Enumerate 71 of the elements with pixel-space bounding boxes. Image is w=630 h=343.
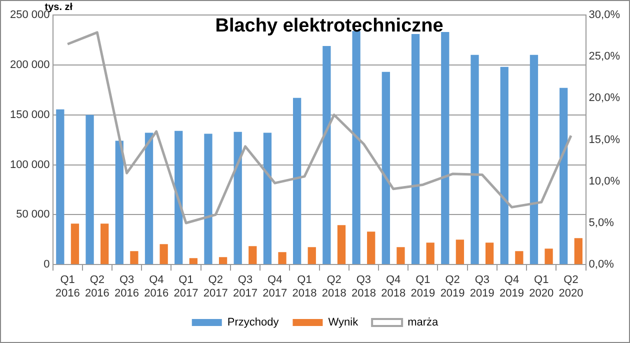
bar: [160, 244, 168, 264]
y-tick-label: 200 000: [10, 58, 50, 71]
chart-title: Blachy elektrotechniczne: [215, 16, 444, 37]
bar: [189, 258, 198, 264]
x-tick-label: Q4 2016: [144, 274, 169, 300]
bar: [515, 251, 524, 264]
bar: [308, 247, 316, 264]
bar: [411, 34, 420, 264]
bar: [574, 238, 582, 264]
x-tick-label: Q2 2020: [558, 274, 584, 300]
bar: [218, 257, 228, 264]
x-tick-label: Q1 2017: [174, 274, 198, 300]
x-tick-label: Q1 2020: [529, 274, 554, 300]
x-tick-label: Q1 2018: [292, 274, 317, 300]
bar: [367, 232, 376, 264]
y-tick-label: 0: [44, 258, 50, 271]
y2-tick-label: 30,0%: [588, 9, 620, 22]
x-tick-label: Q1 2019: [410, 274, 436, 300]
bar: [426, 242, 434, 264]
bar: [544, 248, 553, 264]
bar: [278, 252, 286, 264]
bar: [174, 130, 183, 264]
x-tick-label: Q2 2018: [322, 274, 346, 300]
bar: [130, 251, 138, 264]
bar: [248, 246, 257, 264]
bar: [456, 240, 464, 264]
bar: [396, 247, 405, 264]
bar: [144, 132, 154, 264]
bar: [115, 140, 124, 264]
bar: [56, 109, 64, 264]
x-tick-label: Q2 2016: [84, 274, 110, 300]
bar: [382, 72, 390, 264]
x-tick-label: Q4 2018: [381, 274, 406, 300]
legend-label: Wynik: [328, 316, 359, 329]
x-tick-label: Q2 2017: [203, 274, 228, 300]
bar: [560, 88, 568, 264]
x-tick-label: Q1 2016: [55, 274, 80, 300]
bar: [485, 242, 494, 264]
bar: [441, 32, 450, 264]
bar: [86, 114, 94, 264]
legend-label: marża: [408, 316, 440, 329]
x-tick-label: Q3 2019: [470, 274, 494, 300]
bar: [234, 132, 242, 264]
x-tick-label: Q4 2019: [500, 274, 524, 300]
y2-tick-label: 10,0%: [588, 175, 620, 188]
y2-tick-label: 20,0%: [588, 92, 620, 104]
legend-label: Przychody: [227, 316, 280, 329]
y2-tick-label: 25,0%: [588, 50, 620, 63]
bar: [263, 132, 272, 264]
bar: [352, 30, 360, 264]
bar: [322, 46, 331, 264]
x-tick-label: Q3 2016: [114, 274, 140, 300]
bar: [100, 224, 109, 264]
x-tick-label: Q3 2018: [351, 274, 376, 300]
bar: [470, 54, 479, 264]
bar: [204, 134, 212, 264]
y-tick-label: 100 000: [10, 158, 50, 171]
bar: [530, 54, 538, 264]
bar: [293, 98, 302, 264]
bar: [70, 224, 80, 264]
x-tick-label: Q4 2017: [262, 274, 288, 300]
bar: [337, 225, 346, 264]
y2-tick-label: 15,0%: [588, 134, 620, 146]
y-axis-title: tys. zł: [44, 2, 73, 13]
x-tick-label: Q2 2019: [440, 274, 465, 300]
x-tick-label: Q3 2017: [233, 274, 258, 300]
y2-tick-label: 5,0%: [588, 217, 614, 230]
bar: [500, 66, 508, 264]
y2-tick-label: 0,0%: [588, 258, 614, 271]
y-tick-label: 150 000: [10, 108, 50, 121]
y-tick-label: 50 000: [16, 208, 50, 221]
